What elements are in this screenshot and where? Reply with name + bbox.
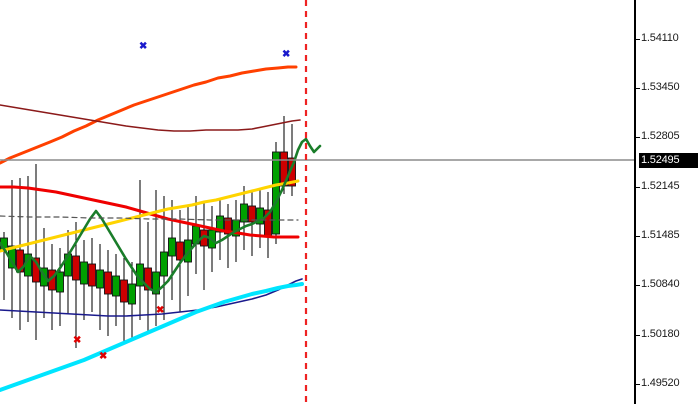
candle-body — [256, 207, 264, 225]
candle-body — [224, 217, 232, 235]
candle-body — [112, 275, 120, 297]
ma-red-mid — [0, 185, 300, 239]
axis-tick-mark — [636, 236, 640, 237]
axis-tick-mark — [636, 335, 640, 336]
ma-green-fast — [0, 137, 322, 294]
axis-tick-mark — [636, 39, 640, 40]
axis-tick-label: 1.49520 — [641, 377, 680, 389]
chart-canvas — [0, 0, 634, 404]
ma-gray-dashed — [0, 215, 299, 221]
axis-tick-label: 1.52145 — [641, 180, 680, 192]
axis-tick-label: 1.53450 — [641, 81, 680, 93]
ma-orange-long — [0, 65, 298, 165]
candle-body — [248, 205, 256, 223]
candle-body — [88, 263, 96, 287]
ma-maroon — [0, 104, 301, 132]
candle-body — [168, 237, 176, 257]
ma-cyan — [0, 282, 304, 392]
axis-tick-mark — [636, 384, 640, 385]
candle-body — [160, 251, 168, 277]
candle-body — [96, 269, 104, 289]
axis-tick-label: 1.50180 — [641, 328, 680, 340]
candle-body — [240, 203, 248, 223]
ma-yellow — [0, 179, 300, 253]
price-axis[interactable]: 1.54110 1.53450 1.52805 1.52145 1.51485 1.508… — [634, 0, 700, 404]
candle-body — [16, 249, 24, 273]
candle-body — [120, 279, 128, 303]
candle-body — [176, 241, 184, 261]
chart-plot-area[interactable] — [0, 0, 634, 404]
candle-body — [128, 283, 136, 305]
axis-tick-label: 1.50840 — [641, 278, 680, 290]
candle-body — [216, 215, 224, 233]
axis-tick-mark — [636, 88, 640, 89]
ma-darkblue — [0, 278, 303, 317]
candle-body — [56, 271, 64, 293]
candle-body — [272, 151, 280, 235]
axis-tick-mark — [636, 137, 640, 138]
current-price-tag[interactable]: 1.52495 — [639, 153, 698, 168]
axis-tick-mark — [636, 285, 640, 286]
axis-tick-label: 1.51485 — [641, 229, 680, 241]
axis-tick-label: 1.52805 — [641, 130, 680, 142]
axis-tick-mark — [636, 187, 640, 188]
candle-body — [152, 271, 160, 295]
candle-body — [104, 271, 112, 295]
candle-body — [72, 255, 80, 281]
axis-tick-label: 1.54110 — [641, 32, 679, 44]
candle-body — [80, 261, 88, 285]
candle-body — [144, 267, 152, 291]
axis-vertical-line — [634, 0, 636, 404]
